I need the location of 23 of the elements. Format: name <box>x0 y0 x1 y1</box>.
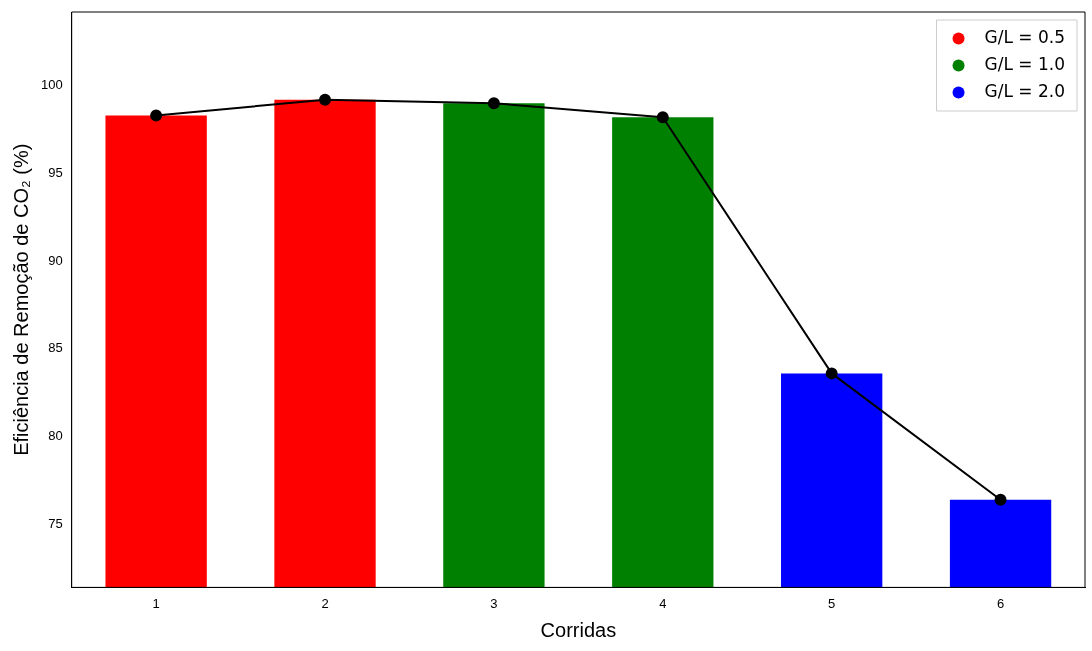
y-tick-label: 85 <box>48 340 63 356</box>
point <box>150 109 163 122</box>
y-tick-label: 95 <box>48 164 63 180</box>
y-tick-label: 80 <box>48 428 63 444</box>
x-tick-label: 2 <box>321 595 329 611</box>
y-tick-label: 100 <box>40 77 63 93</box>
point <box>656 111 669 124</box>
y-tick-label: 90 <box>48 252 63 268</box>
legend-label: G/L = 0.5 <box>984 26 1066 47</box>
point <box>487 97 500 110</box>
x-tick-label: 4 <box>659 595 667 611</box>
x-tick-label: 1 <box>152 595 160 611</box>
y-tick-label: 75 <box>48 515 63 531</box>
legend-label: G/L = 1.0 <box>984 53 1066 74</box>
x-tick-label: 6 <box>996 595 1005 611</box>
point <box>994 493 1007 506</box>
x-tick-label: 5 <box>828 595 836 611</box>
x-tick-label: 3 <box>490 595 498 611</box>
y-axis-title: Eficiência de Remoção de CO₂ (%) <box>9 143 32 456</box>
point <box>319 93 332 106</box>
legend-label: G/L = 2.0 <box>984 80 1066 101</box>
x-axis-title: Corridas <box>540 618 617 641</box>
point <box>825 367 838 380</box>
